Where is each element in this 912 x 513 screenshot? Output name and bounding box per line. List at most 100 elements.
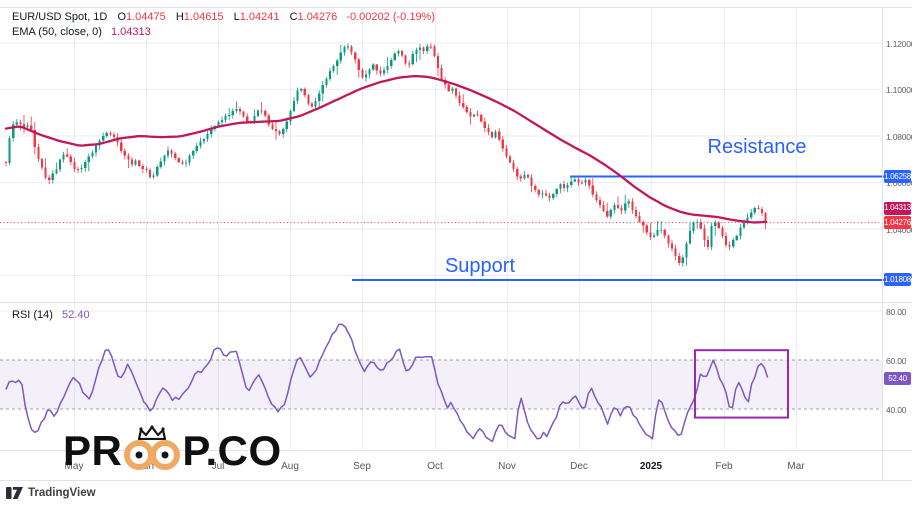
candle-body <box>724 235 728 246</box>
change-value: -0.00202 (-0.19%) <box>346 11 436 23</box>
candle-body <box>339 52 342 61</box>
candle-body <box>462 102 465 107</box>
crown-icon <box>138 425 167 440</box>
candle-body <box>328 70 332 80</box>
candle-body <box>156 167 159 176</box>
owl-right-eye <box>150 440 181 470</box>
candle-body <box>670 243 674 249</box>
candle-body <box>321 85 324 94</box>
time-label-nov: Nov <box>498 461 516 472</box>
candle-body <box>458 95 461 103</box>
candle-body <box>112 134 116 137</box>
candle-body <box>192 151 195 156</box>
candle-body <box>426 46 429 52</box>
candle-body <box>174 153 177 159</box>
candle-body <box>130 159 134 165</box>
candle-body <box>501 139 504 149</box>
candle-body <box>688 230 692 244</box>
candle-body <box>732 240 735 247</box>
candle-body <box>253 116 256 123</box>
candle-body <box>620 207 623 211</box>
candle-body <box>303 89 306 96</box>
candle-body <box>541 193 544 195</box>
candle-body <box>350 46 353 53</box>
candle-body <box>498 131 501 140</box>
candle-body <box>55 169 58 174</box>
candle-body <box>274 128 278 132</box>
candle-body <box>138 160 141 167</box>
candle-body <box>332 66 335 71</box>
ema-indicator-title: EMA (50, close, 0) <box>12 26 102 38</box>
candle-body <box>87 156 90 163</box>
symbol-title: EUR/USD Spot, 1D <box>12 11 108 23</box>
candle-body <box>33 130 36 147</box>
candle-body <box>354 52 357 60</box>
time-label-dec: Dec <box>570 461 588 472</box>
candle-body <box>400 50 404 56</box>
high-label: H <box>175 11 184 23</box>
resistance-label[interactable]: Resistance <box>707 136 807 158</box>
rsi-legend-row[interactable]: RSI (14) 52.40 <box>12 309 90 321</box>
candle-body <box>757 207 760 209</box>
candle-body <box>750 212 753 218</box>
time-label-jul: Jul <box>211 461 225 472</box>
candle-body <box>206 134 209 139</box>
owl-left-eye <box>124 440 155 470</box>
candle-body <box>483 121 486 128</box>
candle-body <box>634 209 638 216</box>
candle-body <box>465 106 468 112</box>
candle-body <box>26 125 29 127</box>
rsi-highlight-rectangle[interactable] <box>694 349 789 419</box>
candle-body <box>393 53 396 61</box>
candle-body <box>613 205 616 210</box>
candle-body <box>447 84 450 91</box>
price-tick-label: 1.10000 <box>886 85 912 95</box>
tradingview-attribution[interactable]: TradingView <box>6 487 96 499</box>
candle-body <box>487 127 490 133</box>
candle-body <box>15 122 18 125</box>
candle-body <box>282 128 285 135</box>
candle-body <box>238 108 242 112</box>
time-label-may: May <box>64 461 84 472</box>
candle-body <box>224 116 227 120</box>
candle-body <box>235 108 238 111</box>
candle-body <box>73 162 76 170</box>
candle-body <box>62 154 65 160</box>
candle-body <box>703 228 706 240</box>
candle-body <box>123 151 126 156</box>
candle-body <box>577 179 580 183</box>
candle-body <box>220 119 224 123</box>
candle-body <box>494 131 497 138</box>
candle-body <box>714 222 717 227</box>
candle-body <box>296 90 299 102</box>
candle-body <box>721 227 724 236</box>
candle-body <box>37 146 40 159</box>
tradingview-attribution-text: TradingView <box>28 487 96 499</box>
candle-body <box>505 148 508 157</box>
candle-body <box>314 100 317 107</box>
candle-body <box>566 185 569 189</box>
candle-body <box>742 222 746 228</box>
candle-body <box>318 93 321 101</box>
candle-body <box>537 190 540 195</box>
price-tick-label: 1.06000 <box>886 178 912 188</box>
candle-body <box>624 203 627 211</box>
time-label-aug: Aug <box>281 461 299 472</box>
candle-body <box>310 103 314 107</box>
support-label[interactable]: Support <box>444 255 516 277</box>
price-tick-label: 1.04000 <box>886 224 912 235</box>
candle-body <box>631 201 634 210</box>
candle-body <box>278 131 281 135</box>
chart-canvas[interactable] <box>0 0 912 481</box>
candle-body <box>717 222 720 228</box>
ema-legend-row[interactable]: EMA (50, close, 0) 1.04313 <box>12 26 151 38</box>
candle-body <box>584 179 587 183</box>
candle-body <box>44 167 47 178</box>
candle-body <box>12 124 15 139</box>
candle-body <box>595 194 598 200</box>
candle-body <box>300 89 303 91</box>
symbol-legend-row[interactable]: EUR/USD Spot, 1D O1.04475 H1.04615 L1.04… <box>12 11 435 23</box>
candle-body <box>552 193 555 199</box>
candle-body <box>267 115 270 125</box>
